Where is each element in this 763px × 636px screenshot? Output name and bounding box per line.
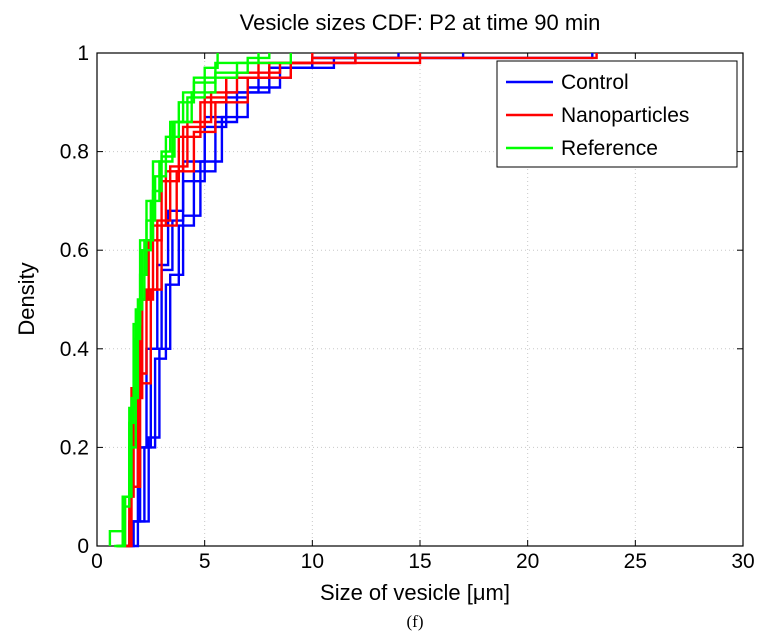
- y-tick-labels: 0 0.2 0.4 0.6 0.8 1: [60, 42, 90, 558]
- x-tick-label: 10: [301, 550, 324, 573]
- series-lines: [108, 53, 598, 548]
- series-line-nanoparticles: [122, 53, 422, 548]
- x-tick-label: 30: [731, 550, 754, 573]
- x-tick-label: 0: [91, 550, 103, 573]
- y-axis-label: Density: [14, 262, 39, 335]
- legend-label-nanoparticles: Nanoparticles: [561, 104, 689, 127]
- x-tick-label: 15: [408, 550, 431, 573]
- x-tick-label: 25: [624, 550, 647, 573]
- legend-label-control: Control: [561, 71, 629, 94]
- y-tick-label: 0.2: [60, 436, 89, 459]
- x-tick-labels: 0 5 10 15 20 25 30: [91, 550, 755, 573]
- legend: Control Nanoparticles Reference: [496, 60, 738, 168]
- legend-label-reference: Reference: [561, 137, 658, 160]
- x-tick-label: 5: [199, 550, 211, 573]
- y-tick-label: 0: [77, 535, 89, 558]
- series-line-reference: [116, 53, 292, 548]
- y-tick-label: 0.8: [60, 141, 89, 164]
- series-line-reference: [118, 53, 271, 548]
- y-tick-label: 0.6: [60, 239, 89, 262]
- x-axis-label: Size of vesicle [μm]: [320, 580, 510, 605]
- y-tick-label: 1: [77, 42, 89, 65]
- x-tick-label: 20: [516, 550, 539, 573]
- chart-title: Vesicle sizes CDF: P2 at time 90 min: [240, 10, 601, 35]
- figure-caption: (f): [407, 612, 424, 631]
- y-tick-label: 0.4: [60, 338, 90, 361]
- series-reference: [108, 53, 292, 548]
- series-line-nanoparticles: [120, 53, 357, 548]
